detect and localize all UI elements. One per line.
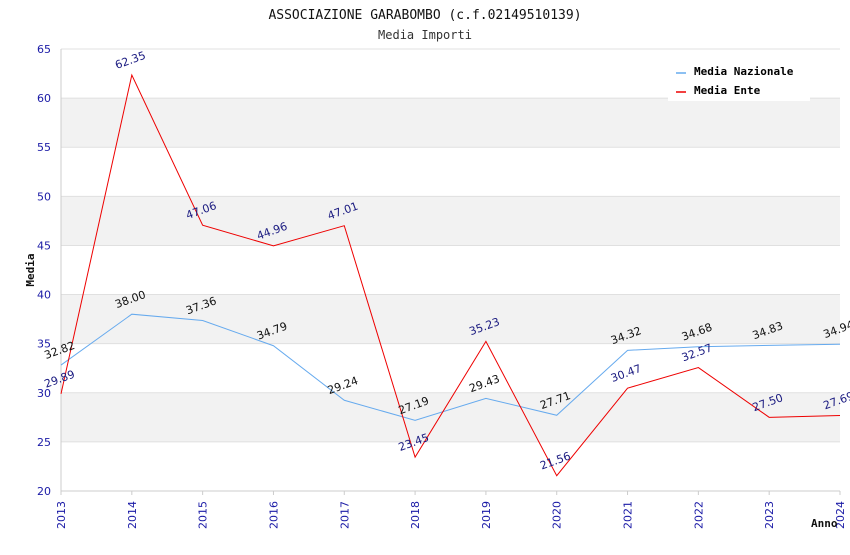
chart-subtitle: Media Importi bbox=[378, 28, 472, 42]
legend-label-media-nazionale: Media Nazionale bbox=[694, 65, 794, 78]
legend-background bbox=[668, 59, 810, 101]
x-tick-label: 2023 bbox=[763, 501, 776, 529]
grid-lines bbox=[61, 48, 840, 492]
x-tick-label: 2024 bbox=[834, 501, 847, 529]
series-line-media-ente bbox=[60, 73, 841, 477]
data-label-media-ente: 30.47 bbox=[609, 362, 643, 385]
grid-band bbox=[61, 196, 840, 246]
x-tick-label: 2018 bbox=[409, 501, 422, 529]
data-label-media-nazionale: 29.43 bbox=[467, 372, 501, 395]
grid-band bbox=[61, 294, 840, 344]
y-axis-label: Media bbox=[24, 253, 37, 286]
series-line-media-nazionale bbox=[60, 313, 841, 421]
y-tick-label: 35 bbox=[37, 338, 51, 351]
y-tick-label: 45 bbox=[37, 239, 51, 252]
data-label-media-ente: 21.56 bbox=[538, 450, 572, 473]
grid-band bbox=[61, 98, 840, 148]
y-tick-label: 25 bbox=[37, 436, 51, 449]
y-tick-label: 40 bbox=[37, 289, 51, 302]
chart-title: ASSOCIAZIONE GARABOMBO (c.f.02149510139) bbox=[268, 8, 581, 23]
y-tick-label: 50 bbox=[37, 190, 51, 203]
y-tick-label: 55 bbox=[37, 141, 51, 154]
y-tick-label: 30 bbox=[37, 387, 51, 400]
x-tick-label: 2017 bbox=[338, 501, 351, 529]
data-label-media-ente: 32.57 bbox=[680, 341, 714, 364]
grid-bands bbox=[61, 98, 840, 442]
x-tick-label: 2022 bbox=[692, 501, 705, 529]
x-tick-label: 2019 bbox=[480, 501, 493, 529]
x-axis-label: Anno bbox=[811, 517, 838, 530]
x-tick-label: 2016 bbox=[267, 501, 280, 529]
axes bbox=[60, 49, 840, 492]
y-tick-label: 20 bbox=[37, 485, 51, 498]
grid-band bbox=[61, 392, 840, 442]
x-tick-label: 2021 bbox=[622, 501, 635, 529]
x-tick-labels: 2013 2014 2015 2016 2017 2018 2019 2020 2021 2022… bbox=[55, 491, 847, 529]
legend: Media Nazionale Media Ente bbox=[668, 59, 810, 101]
series-group bbox=[60, 73, 841, 477]
legend-label-media-ente: Media Ente bbox=[694, 84, 761, 97]
x-tick-label: 2014 bbox=[126, 501, 139, 529]
x-tick-label: 2013 bbox=[55, 501, 68, 529]
data-label-media-ente: 62.35 bbox=[113, 49, 147, 72]
y-tick-labels: 20 25 30 35 40 45 50 55 60 65 bbox=[37, 43, 51, 498]
y-tick-label: 65 bbox=[37, 43, 51, 56]
data-label-media-ente: 29.89 bbox=[43, 368, 77, 391]
x-tick-label: 2015 bbox=[197, 501, 210, 529]
y-tick-label: 60 bbox=[37, 92, 51, 105]
x-tick-label: 2020 bbox=[551, 501, 564, 529]
